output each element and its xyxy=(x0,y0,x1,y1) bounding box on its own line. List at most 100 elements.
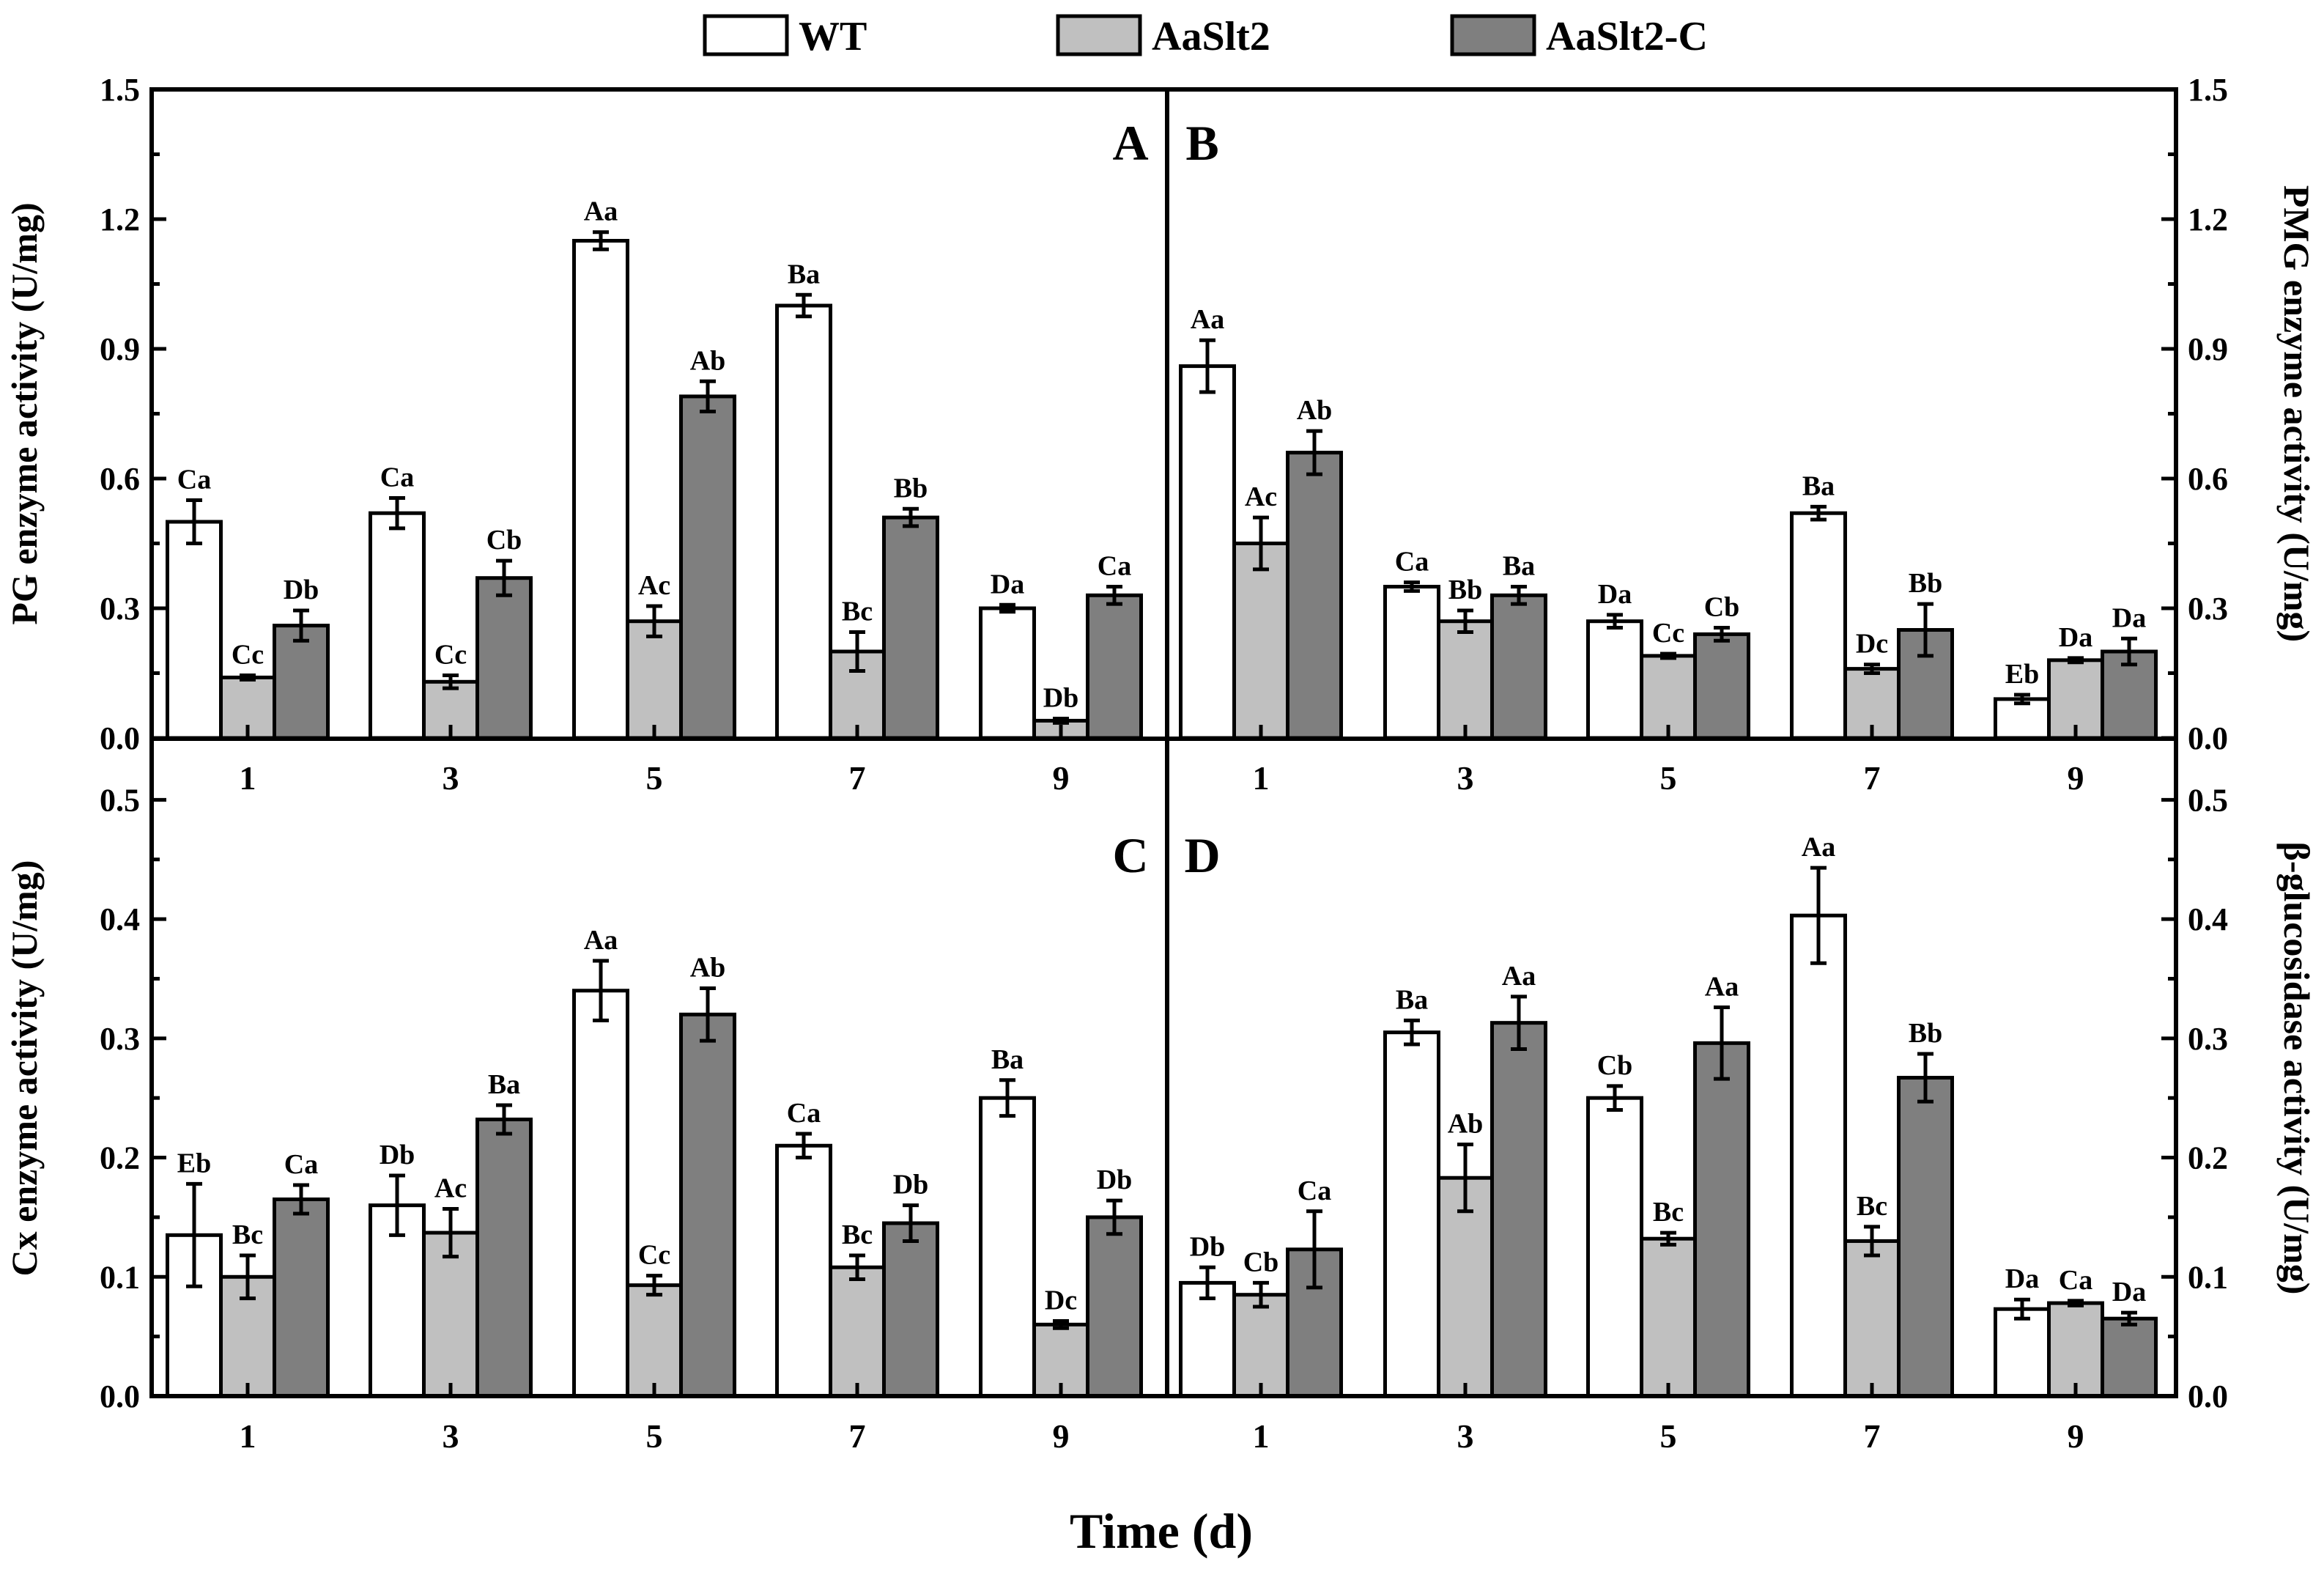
data-label: Bc xyxy=(1653,1197,1684,1228)
x-tick-label: 7 xyxy=(1864,1417,1881,1455)
data-label: Ac xyxy=(434,1173,467,1204)
data-label: Ab xyxy=(690,952,726,983)
bar xyxy=(1640,1236,1697,1398)
y-tick-label: 0.3 xyxy=(2188,1021,2228,1057)
data-label: Ab xyxy=(1448,1109,1484,1140)
data-label: Ba xyxy=(1802,471,1835,501)
y-tick-label: 0.9 xyxy=(2188,331,2228,367)
x-tick-label: 9 xyxy=(2068,1417,2084,1455)
data-label: Ca xyxy=(380,462,414,493)
bar xyxy=(1790,913,1847,1398)
bar xyxy=(1232,542,1289,740)
x-tick-label: 9 xyxy=(1053,759,1070,797)
y-tick-label: 0.4 xyxy=(100,901,140,937)
x-tick-label: 3 xyxy=(443,1417,459,1455)
data-label: Ba xyxy=(991,1044,1024,1075)
data-label: Bc xyxy=(842,1219,873,1250)
x-tick-label: 9 xyxy=(2068,759,2084,797)
bar xyxy=(273,624,330,740)
y-tick-label: 0.3 xyxy=(100,591,140,627)
data-label: Ac xyxy=(638,570,670,601)
bar xyxy=(775,303,832,740)
y-tick-label: 0.9 xyxy=(100,331,140,367)
data-label: Eb xyxy=(177,1148,211,1178)
data-label: Ca xyxy=(1098,551,1131,582)
x-tick-label: 1 xyxy=(1253,1417,1270,1455)
bar xyxy=(1693,1041,1750,1398)
x-tick-label: 5 xyxy=(646,1417,663,1455)
data-label: Da xyxy=(2005,1263,2039,1294)
data-label: Aa xyxy=(1191,304,1224,335)
data-label: Bc xyxy=(842,596,873,627)
y-tick-label: 0.1 xyxy=(100,1259,140,1295)
x-tick-label: 5 xyxy=(1660,1417,1677,1455)
bar xyxy=(1490,1021,1547,1398)
y-tick-label: 1.2 xyxy=(2188,202,2228,237)
data-label: Ca xyxy=(284,1149,318,1180)
data-label: Cb xyxy=(486,525,522,556)
x-tick-label: 7 xyxy=(1864,759,1881,797)
x-axis-title: Time (d) xyxy=(1070,1503,1253,1559)
bar xyxy=(475,1117,533,1398)
bar xyxy=(1490,593,1547,740)
x-tick-label: 5 xyxy=(1660,759,1677,797)
panel-letter: D xyxy=(1184,827,1220,883)
y-tick-label: 0.2 xyxy=(100,1140,140,1176)
data-label: Ba xyxy=(1503,551,1535,582)
data-label: Aa xyxy=(1705,972,1739,1003)
y-tick-label: 0.2 xyxy=(2188,1140,2228,1176)
bar xyxy=(829,1265,886,1398)
data-label: Da xyxy=(2112,1277,2146,1307)
legend: WT AaSlt2 AaSlt2-C xyxy=(703,14,1708,59)
data-label: Cc xyxy=(1652,618,1684,649)
bar xyxy=(166,520,223,740)
x-tick-label: 5 xyxy=(646,759,663,797)
outer-frame xyxy=(149,87,2178,1398)
y-tick-label: 0.6 xyxy=(100,461,140,497)
data-label: Ac xyxy=(1245,481,1277,512)
bar xyxy=(1897,1076,1954,1398)
bar xyxy=(775,1143,832,1398)
data-label: Da xyxy=(2112,602,2146,633)
x-tick-label: 3 xyxy=(1457,759,1474,797)
x-tick-label: 7 xyxy=(849,759,866,797)
data-label: Aa xyxy=(584,196,618,227)
x-tick-label: 3 xyxy=(443,759,459,797)
legend-label: WT xyxy=(799,14,867,59)
legend-swatch xyxy=(1056,14,1142,56)
data-label: Eb xyxy=(2005,659,2039,690)
y-tick-label: 0.0 xyxy=(2188,1379,2228,1414)
bar xyxy=(572,239,629,740)
bar xyxy=(475,576,533,740)
data-label: Cc xyxy=(434,639,467,670)
x-tick-label: 1 xyxy=(240,1417,256,1455)
bar xyxy=(1693,632,1750,740)
data-label: Ba xyxy=(1396,984,1428,1015)
data-label: Bc xyxy=(232,1219,263,1250)
y-axis-title: PG enzyme activity (U/mg) xyxy=(4,202,45,624)
panel-letter: B xyxy=(1185,115,1218,171)
bar xyxy=(1086,593,1143,740)
bar xyxy=(1586,1096,1643,1398)
panel-c: Eb Db Aa Ca Ba Bc Ac Cc Bc Dc Ca Ba Ab Db Db 0.0 0.1 0.2 0… xyxy=(4,782,1149,1455)
y-axis-title: Cx enzyme activity (U/mg) xyxy=(4,860,45,1277)
bar xyxy=(2047,1301,2104,1398)
data-label: Ca xyxy=(1395,547,1429,577)
bar xyxy=(369,511,426,740)
bar xyxy=(882,1221,939,1398)
y-tick-label: 0.1 xyxy=(2188,1259,2228,1295)
bar xyxy=(979,606,1036,740)
data-label: Ca xyxy=(1298,1176,1331,1206)
bar xyxy=(1383,1030,1440,1398)
data-label: Bb xyxy=(1448,575,1482,605)
data-label: Cb xyxy=(1597,1050,1633,1081)
legend-label: AaSlt2 xyxy=(1152,14,1270,59)
x-tick-label: 7 xyxy=(849,1417,866,1455)
legend-label: AaSlt2-C xyxy=(1546,14,1708,59)
y-tick-label: 1.5 xyxy=(2188,72,2228,108)
bar xyxy=(1790,511,1847,740)
data-label: Aa xyxy=(584,925,618,956)
bar xyxy=(1179,364,1236,740)
data-label: Da xyxy=(2059,622,2092,653)
